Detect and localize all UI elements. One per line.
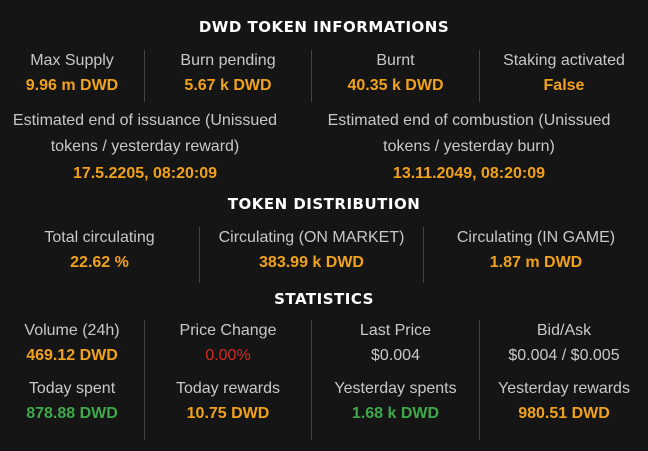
circulating-market-stat: Circulating (ON MARKET) 383.99 k DWD	[200, 227, 424, 283]
last-price-value: $0.004	[371, 347, 420, 364]
circulating-market-value: 383.99 k DWD	[259, 254, 364, 271]
burnt-value: 40.35 k DWD	[347, 77, 444, 94]
burnt-stat: Burnt 40.35 k DWD	[312, 50, 480, 102]
statistics-col-4: Bid/Ask $0.004 / $0.005 Yesterday reward…	[480, 320, 648, 440]
bid-ask-label: Bid/Ask	[536, 322, 592, 339]
burn-pending-value: 5.67 k DWD	[184, 77, 272, 94]
distribution-heading: TOKEN DISTRIBUTION	[227, 195, 421, 213]
end-issuance-stat: Estimated end of issuance (Unissued toke…	[0, 108, 290, 188]
circulating-game-label: Circulating (IN GAME)	[456, 229, 616, 246]
total-circulating-stat: Total circulating 22.62 %	[0, 227, 200, 283]
burn-pending-stat: Burn pending 5.67 k DWD	[145, 50, 312, 102]
end-combustion-value: 13.11.2049, 08:20:09	[392, 165, 546, 182]
yesterday-rewards-label: Yesterday rewards	[498, 380, 630, 397]
distribution-row: Total circulating 22.62 % Circulating (O…	[0, 227, 648, 283]
price-change-label: Price Change	[179, 322, 277, 339]
circulating-market-label: Circulating (ON MARKET)	[218, 229, 405, 246]
circulating-game-value: 1.87 m DWD	[489, 254, 583, 271]
today-rewards-label: Today rewards	[175, 380, 281, 397]
end-combustion-label-line2: tokens / yesterday burn)	[383, 138, 555, 155]
today-spent-value: 878.88 DWD	[26, 405, 118, 422]
total-circulating-label: Total circulating	[44, 229, 155, 246]
end-issuance-label-line2: tokens / yesterday reward)	[50, 138, 240, 155]
last-price-label: Last Price	[359, 322, 432, 339]
staking-value: False	[543, 77, 585, 94]
circulating-game-stat: Circulating (IN GAME) 1.87 m DWD	[424, 227, 648, 283]
volume-label: Volume (24h)	[24, 322, 120, 339]
end-issuance-value: 17.5.2205, 08:20:09	[72, 165, 218, 182]
estimates-row: Estimated end of issuance (Unissued toke…	[0, 108, 648, 188]
max-supply-value: 9.96 m DWD	[25, 77, 119, 94]
yesterday-spents-value: 1.68 k DWD	[351, 405, 440, 422]
bid-ask-value: $0.004 / $0.005	[508, 347, 620, 364]
today-rewards-value: 10.75 DWD	[186, 405, 270, 422]
statistics-col-2: Price Change 0.00% Today rewards 10.75 D…	[145, 320, 312, 440]
end-issuance-label-line1: Estimated end of issuance (Unissued	[12, 112, 278, 129]
price-change-value: 0.00%	[205, 347, 251, 364]
end-combustion-stat: Estimated end of combustion (Unissued to…	[290, 108, 648, 188]
statistics-col-3: Last Price $0.004 Yesterday spents 1.68 …	[312, 320, 480, 440]
statistics-col-1: Volume (24h) 469.12 DWD Today spent 878.…	[0, 320, 145, 440]
max-supply-label: Max Supply	[30, 52, 114, 69]
max-supply-stat: Max Supply 9.96 m DWD	[0, 50, 145, 102]
token-info-heading: DWD TOKEN INFORMATIONS	[198, 18, 450, 36]
volume-value: 469.12 DWD	[26, 347, 118, 364]
end-combustion-label-line1: Estimated end of combustion (Unissued	[327, 112, 611, 129]
burnt-label: Burnt	[376, 52, 415, 69]
statistics-heading: STATISTICS	[274, 290, 374, 308]
total-circulating-value: 22.62 %	[70, 254, 129, 271]
yesterday-rewards-value: 980.51 DWD	[518, 405, 610, 422]
yesterday-spents-label: Yesterday spents	[334, 380, 457, 397]
burn-pending-label: Burn pending	[180, 52, 276, 69]
staking-stat: Staking activated False	[480, 50, 648, 102]
statistics-grid: Volume (24h) 469.12 DWD Today spent 878.…	[0, 320, 648, 440]
token-info-row: Max Supply 9.96 m DWD Burn pending 5.67 …	[0, 50, 648, 102]
today-spent-label: Today spent	[28, 380, 116, 397]
staking-label: Staking activated	[503, 52, 625, 69]
